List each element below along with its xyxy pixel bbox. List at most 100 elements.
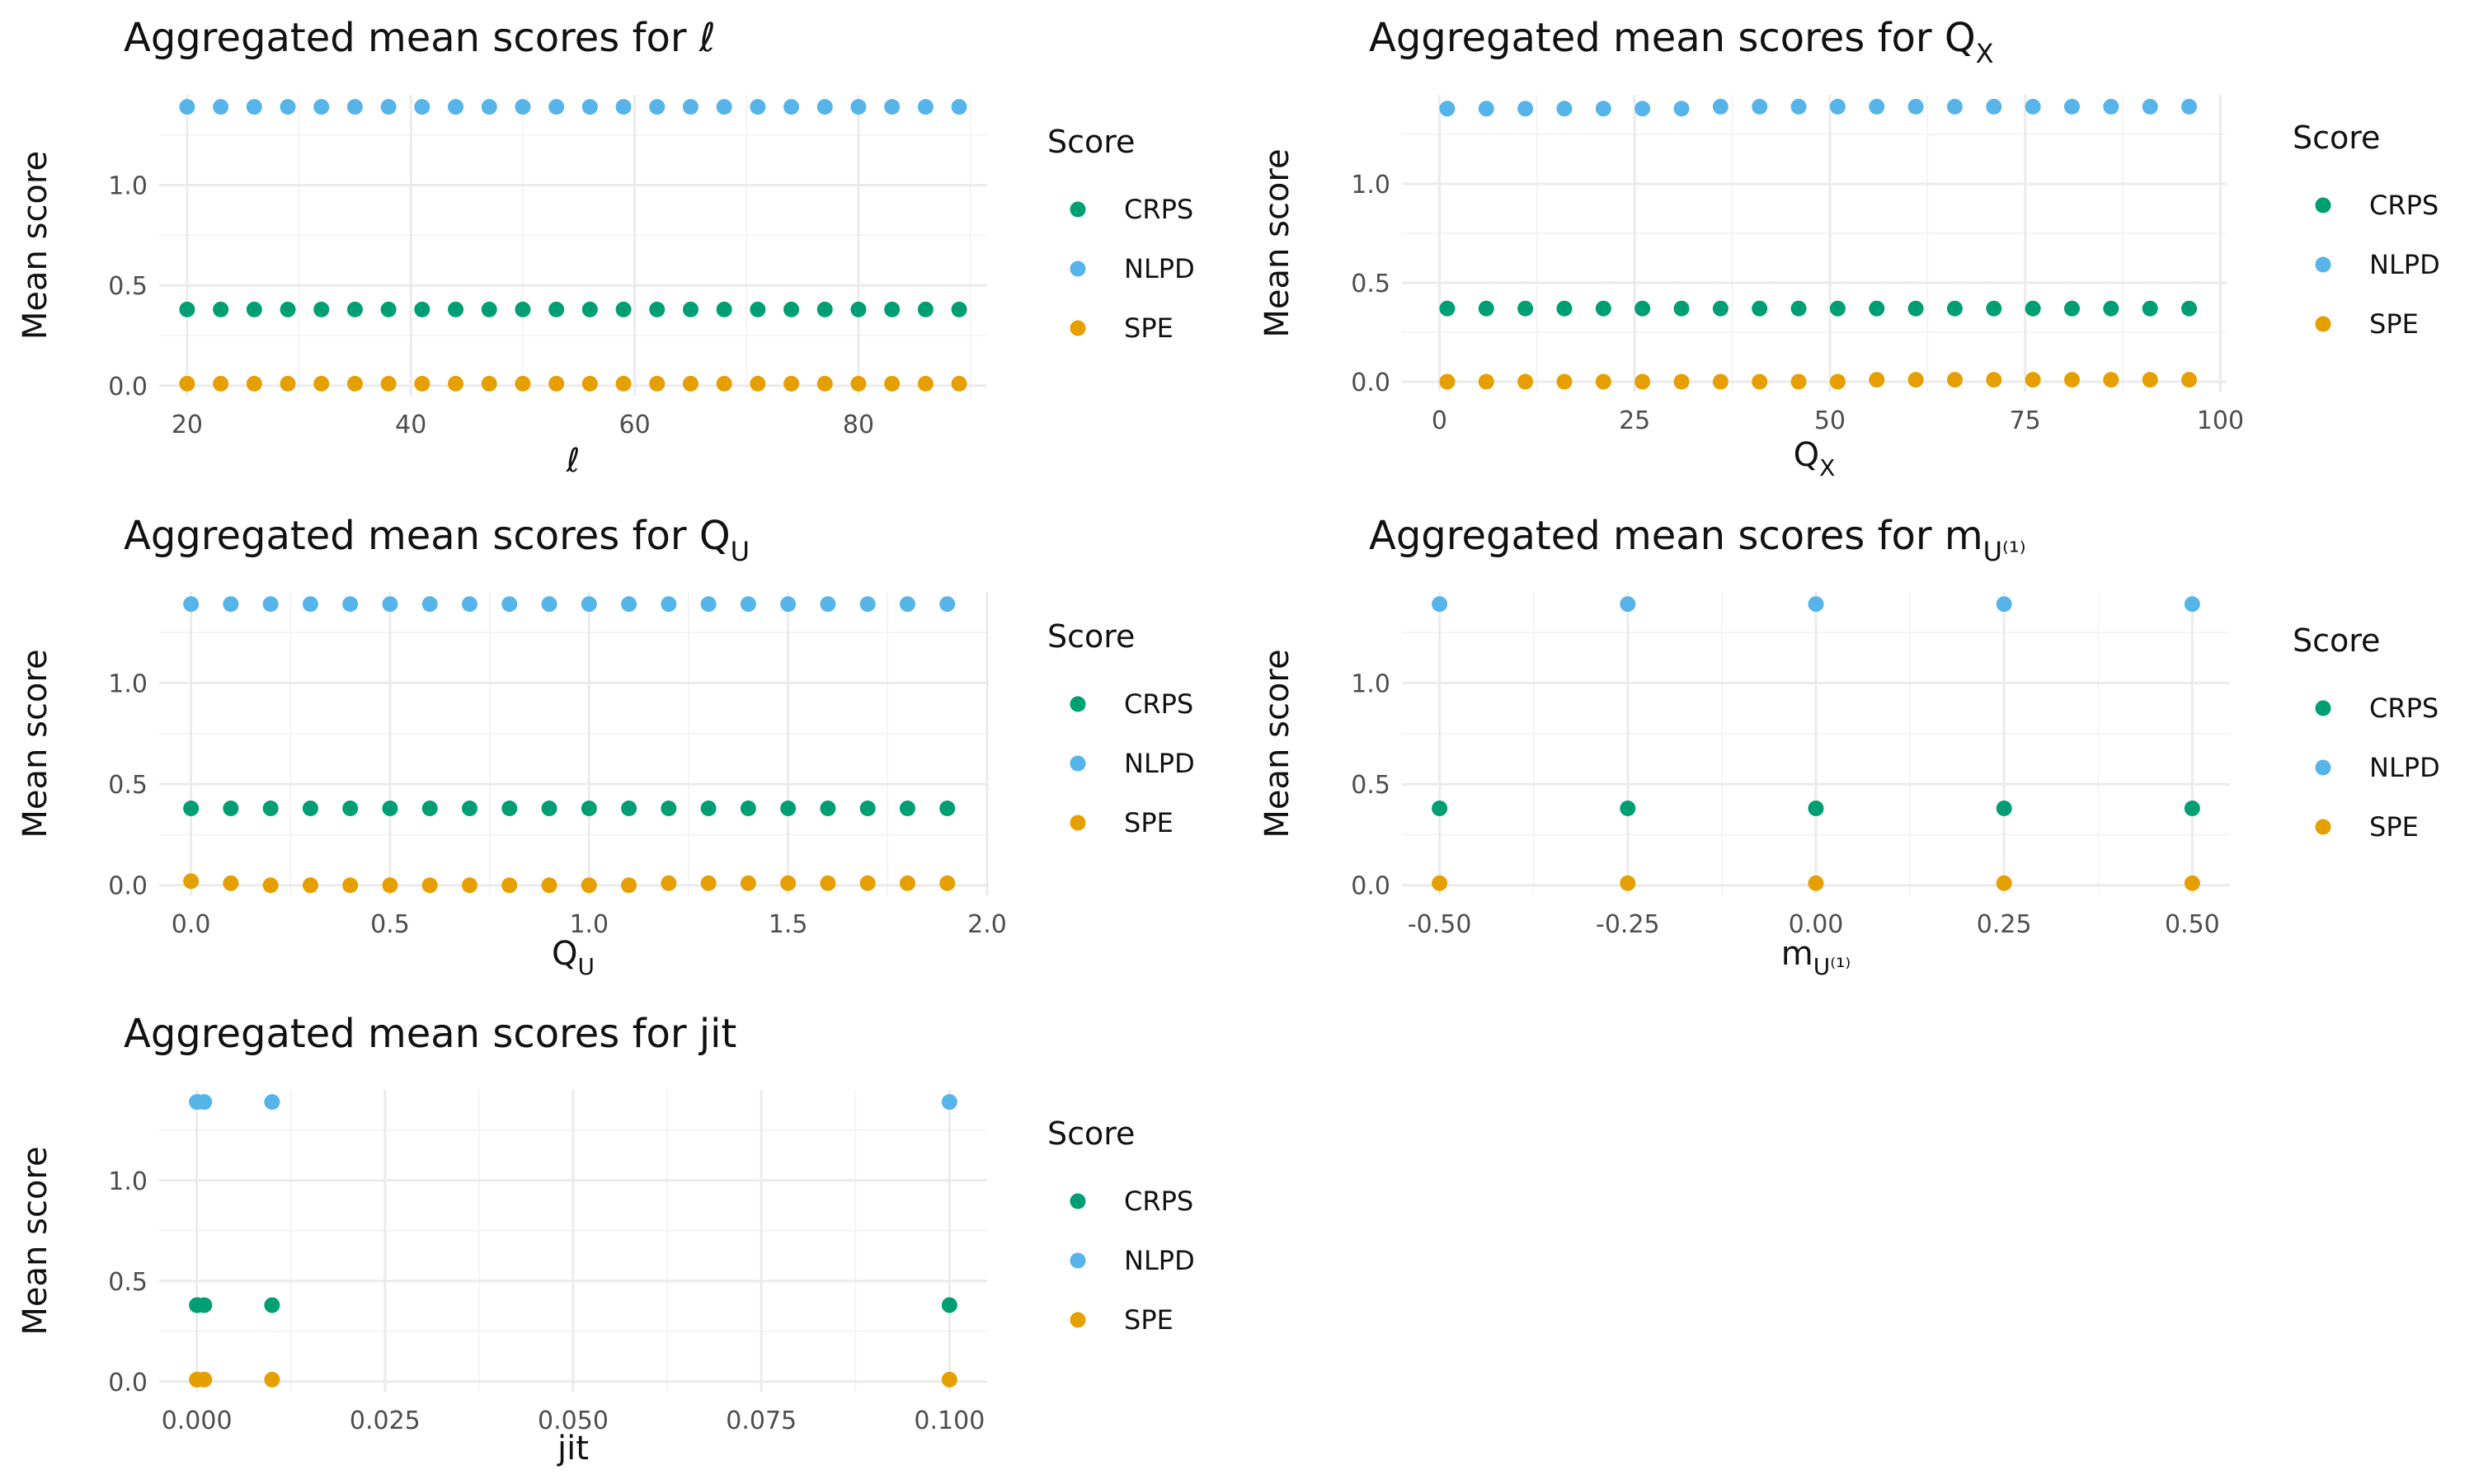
point-spe (1432, 875, 1448, 891)
point-nlpd (515, 99, 531, 115)
point-nlpd (179, 99, 195, 115)
point-crps (515, 301, 531, 317)
point-crps (342, 801, 359, 817)
point-nlpd (939, 596, 956, 613)
point-spe (716, 375, 732, 392)
point-spe (1907, 372, 1924, 388)
point-crps (541, 801, 557, 817)
y-axis-title: Mean score (16, 649, 54, 838)
point-spe (682, 375, 698, 392)
point-nlpd (820, 596, 836, 613)
point-crps (621, 801, 637, 817)
legend-key-nlpd (2315, 759, 2331, 776)
legend-key-crps (1070, 201, 1086, 218)
point-crps (246, 301, 262, 317)
point-spe (2064, 372, 2080, 388)
point-spe (223, 875, 239, 891)
point-spe (816, 375, 833, 392)
point-spe (1829, 373, 1846, 390)
chart-title: Aggregated mean scores for jit (124, 1011, 736, 1057)
point-nlpd (223, 596, 239, 613)
point-nlpd (1634, 101, 1651, 117)
chart-title-subscript: U⁽¹⁾ (1983, 536, 2026, 567)
point-nlpd (414, 99, 430, 115)
point-spe (421, 877, 438, 894)
point-crps (183, 801, 200, 817)
point-crps (1752, 300, 1768, 317)
point-nlpd (621, 596, 637, 613)
x-axis-title-subscript: X (1819, 454, 1835, 481)
x-tick-label: 50 (1814, 406, 1846, 435)
point-nlpd (661, 596, 677, 613)
point-nlpd (951, 99, 967, 115)
x-tick-label: 0.000 (162, 1407, 233, 1435)
x-tick-label: 0.50 (2165, 910, 2220, 939)
point-nlpd (649, 99, 666, 115)
point-crps (1996, 801, 2012, 817)
point-spe (414, 375, 430, 392)
x-tick-label: -0.25 (1596, 910, 1660, 939)
x-tick-label: 0.0 (172, 910, 211, 939)
point-spe (615, 375, 632, 392)
point-spe (899, 875, 915, 891)
point-spe (382, 877, 398, 894)
y-tick-label: 0.5 (108, 771, 148, 800)
point-nlpd (342, 596, 359, 613)
point-spe (501, 877, 518, 894)
point-spe (246, 375, 262, 392)
point-nlpd (382, 596, 398, 613)
y-axis-title: Mean score (1258, 148, 1296, 337)
point-crps (1986, 300, 2002, 317)
point-spe (1808, 875, 1824, 891)
x-tick-label: 0.100 (914, 1407, 985, 1435)
legend-key-crps (2315, 700, 2331, 716)
legend-key-nlpd (1070, 1252, 1086, 1269)
chart-title-subscript: X (1976, 38, 1994, 69)
point-spe (481, 375, 497, 392)
x-tick-label: -0.50 (1408, 910, 1472, 939)
point-spe (541, 877, 557, 894)
point-crps (179, 301, 195, 317)
point-crps (501, 801, 518, 817)
point-crps (196, 1297, 213, 1313)
chart-title: Aggregated mean scores for QU (124, 513, 750, 567)
point-crps (1829, 300, 1846, 317)
point-crps (740, 801, 756, 817)
legend: Score CRPS NLPD SPE (2293, 120, 2440, 340)
point-nlpd (716, 99, 732, 115)
point-crps (1432, 801, 1448, 817)
point-crps (1808, 801, 1824, 817)
point-spe (700, 875, 717, 891)
point-crps (750, 301, 766, 317)
x-tick-label: 0.050 (538, 1407, 609, 1435)
point-crps (780, 801, 797, 817)
point-spe (917, 375, 934, 392)
y-axis-title: Mean score (1258, 649, 1296, 838)
point-nlpd (262, 596, 279, 613)
point-crps (1790, 300, 1807, 317)
chart-panel-2: 0.0 0.5 1.0 0 25 50 75 100 Aggregated mean score… (1258, 15, 2440, 481)
point-nlpd (750, 99, 766, 115)
point-crps (816, 301, 833, 317)
y-tick-label: 1.0 (108, 172, 148, 201)
point-nlpd (899, 596, 915, 613)
point-crps (941, 1297, 957, 1313)
point-spe (1673, 373, 1690, 390)
point-crps (850, 301, 867, 317)
point-nlpd (1595, 101, 1611, 117)
point-spe (2181, 372, 2198, 388)
x-tick-label: 20 (172, 411, 203, 439)
point-crps (2184, 801, 2200, 817)
point-nlpd (213, 99, 229, 115)
point-nlpd (850, 99, 867, 115)
point-spe (1752, 373, 1768, 390)
point-spe (1996, 875, 2012, 891)
point-nlpd (859, 596, 876, 613)
point-spe (346, 375, 363, 392)
point-nlpd (1790, 98, 1807, 115)
point-crps (2064, 300, 2080, 317)
legend-key-crps (2315, 197, 2331, 214)
point-crps (1517, 300, 1534, 317)
point-crps (783, 301, 800, 317)
point-crps (380, 301, 397, 317)
